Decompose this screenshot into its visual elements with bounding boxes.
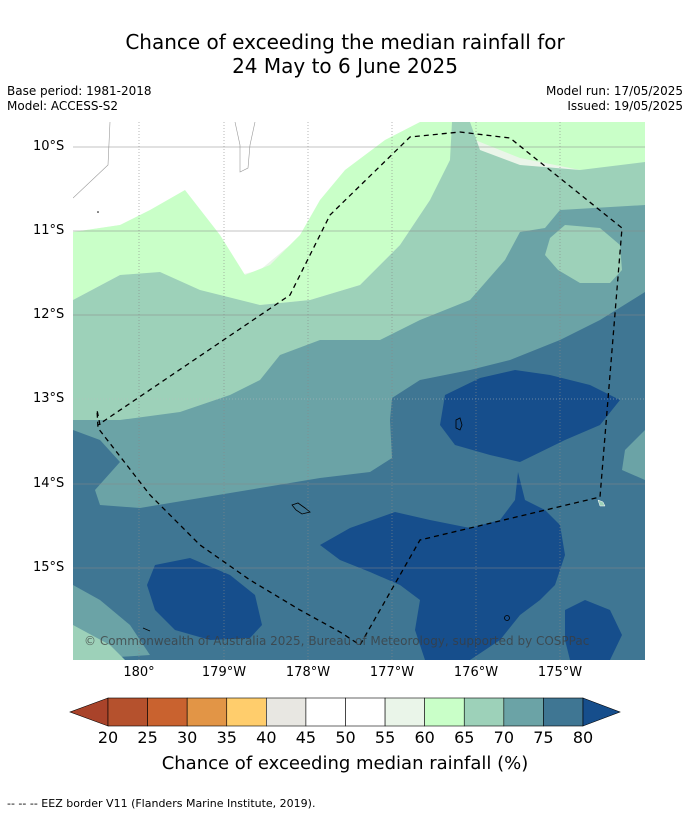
colorbar-tick-55: 55 <box>374 728 396 747</box>
colorbar-swatch-20 <box>107 697 148 727</box>
colorbar-swatch-75 <box>543 697 584 727</box>
colorbar-tick-35: 35 <box>216 728 237 747</box>
colorbar-tick-65: 65 <box>454 728 475 747</box>
island-3 <box>504 615 510 621</box>
colorbar-swatch-65 <box>463 697 505 727</box>
colorbar-arrow-high <box>582 697 621 727</box>
colorbar-tick-30: 30 <box>176 728 198 747</box>
map-plot-area <box>73 122 645 660</box>
eez-border <box>96 131 623 646</box>
meta-left: Base period: 1981-2018 Model: ACCESS-S2 <box>7 84 152 114</box>
graticule <box>73 122 645 660</box>
contour-above-80-east <box>440 370 620 462</box>
colorbar-tick-60: 60 <box>414 728 435 747</box>
island-1 <box>455 417 463 431</box>
lon-label-175w: 175°W <box>537 665 583 680</box>
colorbar <box>69 697 621 727</box>
contour-above-80-southwest <box>147 558 262 640</box>
colorbar-swatch-25 <box>147 697 188 727</box>
colorbar-swatch-35 <box>226 697 267 727</box>
colorbar-tick-70: 70 <box>493 728 515 747</box>
eez-footnote: -- -- -- EEZ border V11 (Flanders Marine… <box>7 797 316 810</box>
colorbar-tick-80: 80 <box>572 728 594 747</box>
lat-label-10s: 10°S <box>33 139 65 154</box>
colorbar-swatch-50 <box>345 697 386 727</box>
colorbar-swatch-60 <box>424 697 465 727</box>
colorbar-swatch-40 <box>266 697 307 727</box>
colorbar-tick-45: 45 <box>295 728 317 747</box>
lon-label-178w: 178°W <box>285 665 331 680</box>
lat-label-12s: 12°S <box>33 307 65 322</box>
colorbar-swatch-45 <box>305 697 346 727</box>
colorbar-swatch-55 <box>384 697 425 727</box>
lat-label-13s: 13°S <box>33 391 65 406</box>
colorbar-tick-25: 25 <box>137 728 158 747</box>
lat-label-14s: 14°S <box>33 476 65 491</box>
contour-60-65 <box>73 122 645 305</box>
issued-date: Issued: 19/05/2025 <box>567 99 683 113</box>
island-2 <box>291 502 311 515</box>
lon-label-180: 180° <box>123 665 155 680</box>
colorbar-tick-20: 20 <box>97 728 119 747</box>
colorbar-tick-50: 50 <box>335 728 356 747</box>
title-line-2: 24 May to 6 June 2025 <box>232 54 458 78</box>
base-period: Base period: 1981-2018 <box>7 84 152 98</box>
colorbar-swatch-30 <box>186 697 228 727</box>
contour-above-80-south <box>320 472 565 660</box>
copyright-text: © Commonwealth of Australia 2025, Bureau… <box>84 634 590 648</box>
lon-label-179w: 179°W <box>201 665 247 680</box>
chart-title: Chance of exceeding the median rainfall … <box>0 30 690 78</box>
lon-label-177w: 177°W <box>369 665 415 680</box>
colorbar-arrow-low <box>69 697 109 727</box>
lon-label-176w: 176°W <box>453 665 499 680</box>
model-name: Model: ACCESS-S2 <box>7 99 119 113</box>
lat-label-15s: 15°S <box>33 560 65 575</box>
lat-label-11s: 11°S <box>33 223 65 238</box>
model-run: Model run: 17/05/2025 <box>545 84 683 98</box>
colorbar-tick-40: 40 <box>256 728 277 747</box>
colorbar-label: Chance of exceeding median rainfall (%) <box>161 753 529 774</box>
title-line-1: Chance of exceeding the median rainfall … <box>125 30 565 54</box>
colorbar-tick-75: 75 <box>533 728 554 747</box>
colorbar-swatch-70 <box>503 697 544 727</box>
meta-right: Model run: 17/05/2025 Issued: 19/05/2025 <box>546 84 683 114</box>
